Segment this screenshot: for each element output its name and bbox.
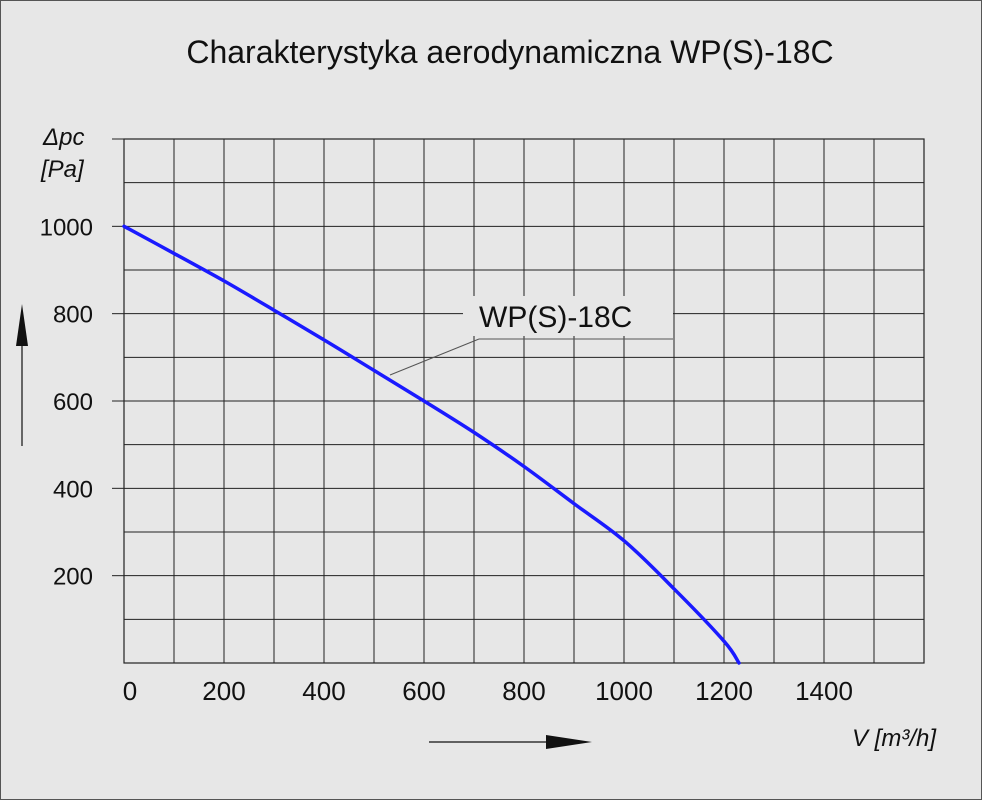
y-axis-arrow [16,304,28,446]
y-axis-unit: [Pa] [40,156,85,183]
series-label-background [463,296,673,336]
x-tick-label: 400 [302,676,345,706]
x-tick-label: 600 [402,676,445,706]
chart-grid [112,138,925,664]
series-line [122,224,741,665]
x-axis-label: V [m³/h] [852,725,937,752]
x-tick-label: 1200 [695,676,753,706]
y-tick-label: 800 [53,302,93,329]
series-label-text: WP(S)-18C [479,301,632,334]
x-axis-arrow [429,735,592,749]
y-axis-symbol: Δpc [42,124,84,151]
y-tick-label: 1000 [40,214,93,241]
x-tick-label: 800 [502,676,545,706]
y-tick-label: 200 [53,564,93,591]
x-tick-label: 1400 [795,676,853,706]
x-tick-label: 200 [202,676,245,706]
y-tick-labels: 200 400 600 800 1000 [40,214,93,590]
x-tick-labels: 0 200 400 600 800 1000 1200 1400 [123,676,853,706]
x-tick-label: 1000 [595,676,653,706]
series-layer [122,224,741,665]
y-tick-label: 400 [53,476,93,503]
y-arrow-head [16,304,28,346]
y-tick-label: 600 [53,389,93,416]
chart-title: Charakterystyka aerodynamiczna WP(S)-18C [186,34,833,70]
x-arrow-head [546,735,592,749]
series-label: WP(S)-18C [389,296,673,376]
x-tick-label: 0 [123,676,137,706]
series-label-leader [389,338,480,376]
